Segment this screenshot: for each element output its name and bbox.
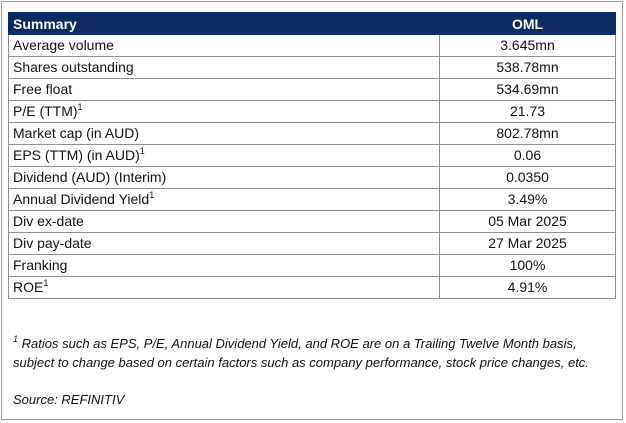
table-row: P/E (TTM)1 21.73 bbox=[8, 100, 616, 123]
row-label-cell: Free float bbox=[8, 78, 440, 101]
table-row: Free float 534.69mn bbox=[8, 78, 616, 101]
row-value: 802.78mn bbox=[439, 122, 616, 145]
header-ticker: OML bbox=[439, 12, 616, 35]
footnote-line-1: 1 Ratios such as EPS, P/E, Annual Divide… bbox=[13, 334, 613, 353]
row-label-cell: P/E (TTM)1 bbox=[8, 100, 440, 123]
footnote-ref: 1 bbox=[43, 278, 49, 288]
footnote-line-2: subject to change based on certain facto… bbox=[13, 355, 589, 370]
row-label: Div pay-date bbox=[13, 235, 92, 251]
row-label: P/E (TTM) bbox=[13, 103, 78, 119]
row-label: ROE bbox=[13, 279, 44, 295]
row-label: Div ex-date bbox=[13, 213, 84, 229]
row-label-cell: Average volume bbox=[8, 34, 440, 57]
row-label: Franking bbox=[13, 257, 68, 273]
row-value: 3.49% bbox=[439, 188, 616, 211]
table-body: Average volume 3.645mn Shares outstanding 5… bbox=[8, 34, 616, 299]
table-row: Average volume 3.645mn bbox=[8, 34, 616, 57]
row-value: 534.69mn bbox=[439, 78, 616, 101]
row-value: 3.645mn bbox=[439, 34, 616, 57]
row-value: 0.0350 bbox=[439, 166, 616, 189]
row-label-cell: ROE1 bbox=[8, 276, 440, 299]
row-label-cell: Shares outstanding bbox=[8, 56, 440, 79]
row-label: Annual Dividend Yield bbox=[13, 191, 150, 207]
table-row: Franking 100% bbox=[8, 254, 616, 277]
footnote-marker: 1 bbox=[13, 334, 19, 344]
row-label: Dividend (AUD) (Interim) bbox=[13, 169, 167, 185]
row-label-cell: Div ex-date bbox=[8, 210, 440, 233]
table-row: Dividend (AUD) (Interim) 0.0350 bbox=[8, 166, 616, 189]
row-value: 0.06 bbox=[439, 144, 616, 167]
footnote-text-1: Ratios such as EPS, P/E, Annual Dividend… bbox=[18, 336, 577, 351]
row-value: 21.73 bbox=[439, 100, 616, 123]
table-row: Shares outstanding 538.78mn bbox=[8, 56, 616, 79]
row-value: 100% bbox=[439, 254, 616, 277]
footnote-ref: 1 bbox=[139, 146, 145, 156]
row-label: Free float bbox=[13, 81, 73, 97]
source-note: Source: REFINITIV bbox=[13, 392, 125, 407]
row-label-cell: Market cap (in AUD) bbox=[8, 122, 440, 145]
row-label-cell: Dividend (AUD) (Interim) bbox=[8, 166, 440, 189]
table-row: ROE1 4.91% bbox=[8, 276, 616, 299]
row-label-cell: Annual Dividend Yield1 bbox=[8, 188, 440, 211]
footnote-ref: 1 bbox=[77, 102, 83, 112]
header-summary: Summary bbox=[8, 12, 440, 35]
row-label: Shares outstanding bbox=[13, 59, 134, 75]
row-label: Average volume bbox=[13, 37, 114, 53]
row-label-cell: Franking bbox=[8, 254, 440, 277]
table-row: Annual Dividend Yield1 3.49% bbox=[8, 188, 616, 211]
row-value: 05 Mar 2025 bbox=[439, 210, 616, 233]
table-header-row: Summary OML bbox=[8, 12, 616, 35]
table-row: Div pay-date 27 Mar 2025 bbox=[8, 232, 616, 255]
table-row: EPS (TTM) (in AUD)1 0.06 bbox=[8, 144, 616, 167]
row-value: 4.91% bbox=[439, 276, 616, 299]
row-label-cell: Div pay-date bbox=[8, 232, 440, 255]
row-value: 27 Mar 2025 bbox=[439, 232, 616, 255]
row-label-cell: EPS (TTM) (in AUD)1 bbox=[8, 144, 440, 167]
summary-table: Summary OML Average volume 3.645mn Shares … bbox=[8, 12, 616, 299]
row-label: Market cap (in AUD) bbox=[13, 125, 140, 141]
row-label: EPS (TTM) (in AUD) bbox=[13, 147, 140, 163]
table-row: Market cap (in AUD) 802.78mn bbox=[8, 122, 616, 145]
row-value: 538.78mn bbox=[439, 56, 616, 79]
footnote-ref: 1 bbox=[149, 190, 155, 200]
footnote: 1 Ratios such as EPS, P/E, Annual Divide… bbox=[13, 334, 613, 372]
table-row: Div ex-date 05 Mar 2025 bbox=[8, 210, 616, 233]
